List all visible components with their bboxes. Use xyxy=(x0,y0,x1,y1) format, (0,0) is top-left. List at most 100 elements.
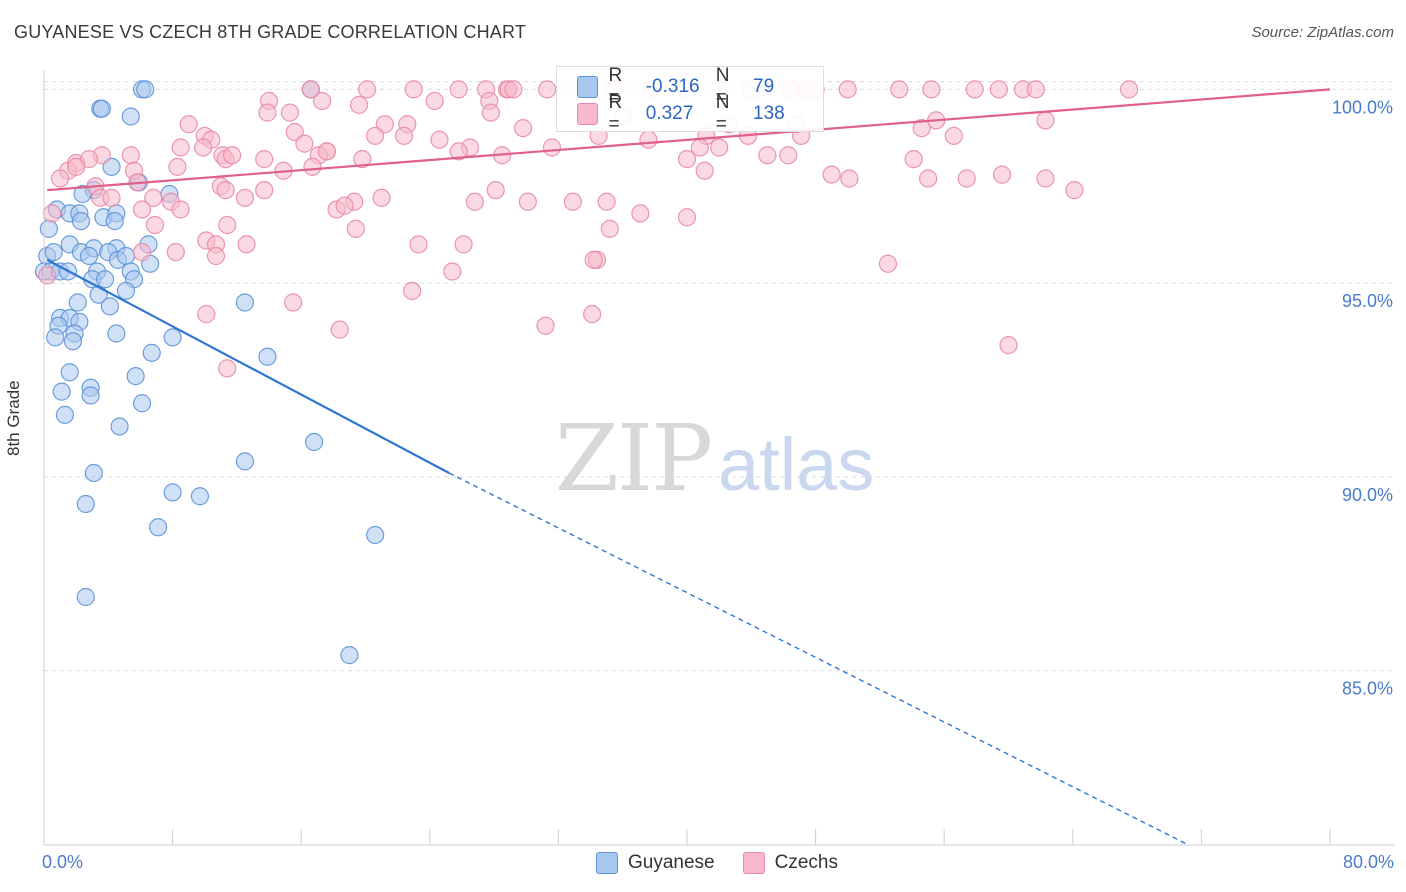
guyanese-point xyxy=(44,243,63,262)
guyanese-point xyxy=(304,432,324,452)
x-tick-max: 80.0% xyxy=(1342,852,1394,872)
czech-point xyxy=(989,80,1008,99)
guyanese-point xyxy=(235,293,255,312)
czech-point xyxy=(194,138,213,157)
czech-point xyxy=(312,91,332,111)
chart-title: GUYANESE VS CZECH 8TH GRADE CORRELATION … xyxy=(14,22,527,42)
y-tick-label: 95.0% xyxy=(1342,291,1393,311)
r-label: R = xyxy=(608,92,623,135)
czech-point xyxy=(1065,181,1084,200)
czech-point xyxy=(255,181,274,200)
czech-point xyxy=(372,188,391,207)
czech-point xyxy=(992,165,1012,184)
guyanese-point xyxy=(366,525,385,545)
grid-layer xyxy=(44,81,1395,672)
guyanese-point xyxy=(116,246,136,266)
czech-point xyxy=(944,126,963,145)
guyanese-point xyxy=(55,405,74,424)
guyanese-point xyxy=(71,212,91,231)
guyanese-point xyxy=(100,297,120,316)
guyanese-point xyxy=(92,99,111,118)
czech-point xyxy=(1036,169,1055,188)
guyanese-point xyxy=(163,483,182,502)
guyanese-point xyxy=(84,463,103,483)
guyanese-point xyxy=(121,107,140,126)
czech-point xyxy=(779,146,798,165)
czech-point xyxy=(538,80,557,99)
czech-point xyxy=(600,219,619,238)
czech-point xyxy=(922,80,941,99)
czech-point xyxy=(710,138,729,157)
guyanese-point xyxy=(149,518,168,537)
czech-point xyxy=(346,219,365,238)
czech-point xyxy=(513,119,533,138)
czech-point xyxy=(919,169,938,188)
n-value: 79 xyxy=(753,76,775,97)
stats-row-guyanese: R = -0.316 N = 79 xyxy=(577,65,823,108)
czech-point xyxy=(563,192,582,211)
czech-point xyxy=(222,146,242,165)
guyanese-point xyxy=(76,494,95,514)
czech-point xyxy=(631,204,650,223)
n-label: N = xyxy=(715,92,730,135)
guyanese-point xyxy=(110,417,129,436)
czech-point xyxy=(171,200,190,219)
czech-point xyxy=(822,165,841,184)
czech-point xyxy=(965,80,984,99)
czech-point xyxy=(443,262,462,281)
czech-point xyxy=(335,196,354,215)
czech-point xyxy=(430,130,449,149)
guyanese-point xyxy=(52,382,71,401)
czech-point xyxy=(303,157,322,176)
czech-point xyxy=(132,243,152,262)
guyanese-point xyxy=(81,386,100,405)
guyanese-point xyxy=(76,587,95,607)
czech-point xyxy=(584,250,603,269)
x-tick-min: 0.0% xyxy=(42,852,84,872)
czech-point xyxy=(758,146,777,165)
legend-item-czechs[interactable]: Czechs xyxy=(742,852,838,874)
y-tick-label: 100.0% xyxy=(1332,97,1393,117)
czech-point xyxy=(394,126,414,145)
czech-point xyxy=(890,80,909,99)
czech-point xyxy=(904,150,923,169)
czech-point xyxy=(404,80,423,99)
legend-item-guyanese[interactable]: Guyanese xyxy=(596,852,715,874)
czech-point xyxy=(677,208,697,227)
czech-point xyxy=(504,80,523,99)
czech-point xyxy=(295,134,314,153)
guyanese-trend-line xyxy=(46,258,450,474)
czech-point xyxy=(67,157,86,176)
svg-text:ZIP: ZIP xyxy=(555,405,711,512)
guyanese-point xyxy=(39,219,58,238)
czech-point xyxy=(284,293,303,312)
guyanese-point xyxy=(46,328,65,347)
source-label: Source: ZipAtlas.com xyxy=(1251,24,1394,41)
legend-label-guyanese: Guyanese xyxy=(628,852,715,873)
r-label: R = xyxy=(608,65,623,108)
czech-point xyxy=(144,188,163,207)
czech-point xyxy=(449,142,468,161)
guyanese-point xyxy=(340,646,359,665)
czech-point xyxy=(50,169,70,188)
guyanese-legend-swatch xyxy=(596,852,618,874)
czech-point xyxy=(840,169,859,188)
guyanese-point xyxy=(163,328,182,347)
guyanese-point xyxy=(79,246,99,266)
legend-label-czechs: Czechs xyxy=(774,852,838,873)
czech-point xyxy=(206,246,226,266)
guyanese-point xyxy=(107,324,126,343)
trend-layer xyxy=(46,88,1331,846)
guyanese-point xyxy=(102,157,121,176)
guyanese-trend-extension xyxy=(448,472,1189,846)
czech-point xyxy=(454,235,473,254)
czech-point xyxy=(197,305,216,324)
czech-point xyxy=(536,316,555,335)
guyanese-point xyxy=(235,452,255,471)
czech-point xyxy=(486,181,505,200)
czech-point xyxy=(375,115,394,134)
czech-point xyxy=(677,150,697,169)
guyanese-point xyxy=(63,332,83,351)
r-value: 0.327 xyxy=(645,103,694,124)
